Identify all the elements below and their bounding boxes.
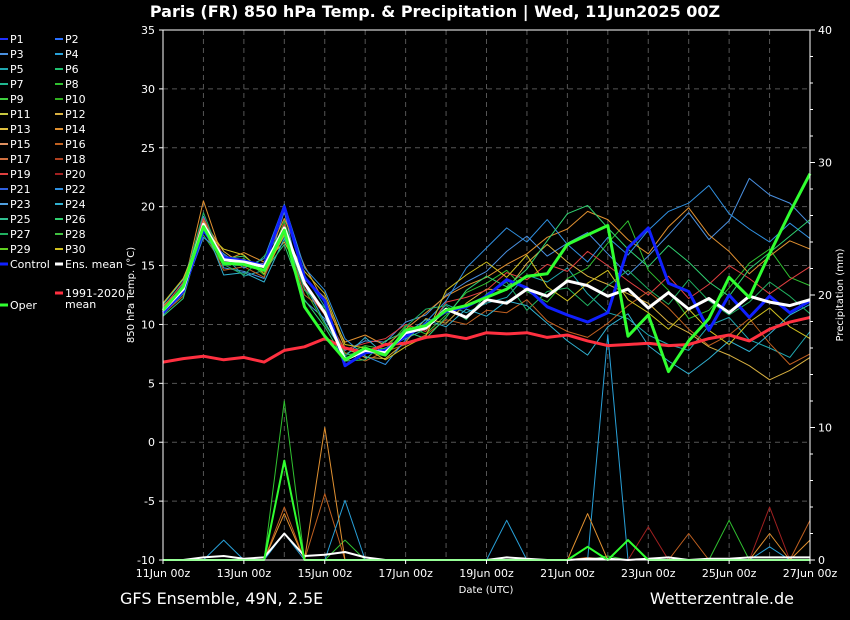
series-line-p24 [162,222,811,375]
legend-label: P22 [65,183,86,196]
legend: P1 P2 P3 P4 P5 P6 P7 P8 P9 P10 P11 P12 P13 P14 P15 P16 P… [0,33,125,312]
legend-label: P9 [10,93,24,106]
y-right-tick-label: 0 [818,554,825,567]
legend-label: P21 [10,183,31,196]
legend-label: P7 [10,78,24,91]
legend-label: P20 [65,168,86,181]
y-axis-right-label: Precipitation (mm) [835,248,846,341]
x-tick-label: 13Jun 00z [217,567,272,580]
x-tick-label: 19Jun 00z [459,567,514,580]
x-tick-label: 17Jun 00z [378,567,433,580]
source-model-label: GFS Ensemble, 49N, 2.5E [120,589,323,608]
legend-label: P17 [10,153,31,166]
y-left-tick-label: 20 [141,201,155,214]
legend-label: P6 [65,63,79,76]
chart-title: Paris (FR) 850 hPa Temp. & Precipitation… [150,2,720,22]
legend-label: P10 [65,93,86,106]
legend-label: P23 [10,198,31,211]
legend-label: Oper [10,299,37,312]
legend-label: P30 [65,243,86,256]
y-left-tick-label: 30 [141,83,155,96]
y-right-tick-label: 30 [818,157,832,170]
legend-label: P25 [10,213,31,226]
legend-label: Ens. mean [65,258,123,271]
x-axis: 11Jun 00z 13Jun 00z 15Jun 00z 17Jun 00z 19Ju… [136,560,838,580]
legend-label: P4 [65,48,79,61]
legend-label: 1991-2020 mean [65,287,125,311]
series-line-oper [161,173,812,374]
legend-label: P29 [10,243,31,256]
series-line-p22 [162,185,811,365]
legend-label: P1 [10,33,24,46]
legend-label: P12 [65,108,86,121]
legend-label: P18 [65,153,86,166]
x-tick-label: 27Jun 00z [783,567,838,580]
source-site-label: Wetterzentrale.de [650,589,794,608]
y-right-tick-label: 20 [818,289,832,302]
y-left-tick-label: 0 [148,436,155,449]
legend-label: P26 [65,213,86,226]
y-left-tick-label: -10 [137,554,155,567]
y-axis-left: 35 30 25 20 15 10 5 0 -5 -10 [137,24,163,567]
legend-label: P8 [65,78,79,91]
x-tick-label: 11Jun 00z [136,567,191,580]
legend-label: P2 [65,33,79,46]
y-axis-left-label: 850 hPa Temp. (°C) [126,247,137,343]
y-left-tick-label: 15 [141,260,155,273]
legend-label: P27 [10,228,31,241]
x-axis-label: Date (UTC) [459,585,514,596]
legend-label: Control [10,258,50,271]
y-left-tick-label: 10 [141,318,155,331]
x-tick-label: 21Jun 00z [540,567,595,580]
legend-label: P19 [10,168,31,181]
y-left-tick-label: 25 [141,142,155,155]
series-layer [161,173,812,561]
series-line-p30 [162,229,811,361]
legend-label: P28 [65,228,86,241]
y-right-tick-label: 10 [818,422,832,435]
legend-label: P5 [10,63,24,76]
y-left-tick-label: 5 [148,377,155,390]
legend-label: P16 [65,138,86,151]
legend-label: P13 [10,123,31,136]
legend-label: P14 [65,123,86,136]
legend-label: P3 [10,48,24,61]
series-line-p26 [162,205,811,362]
y-left-tick-label: -5 [144,495,155,508]
y-left-tick-label: 35 [141,24,155,37]
x-tick-label: 15Jun 00z [298,567,353,580]
y-right-tick-label: 40 [818,24,832,37]
y-axis-right: 40 30 20 10 0 [810,24,832,567]
legend-label: P11 [10,108,31,121]
legend-label: P15 [10,138,31,151]
legend-label: P24 [65,198,86,211]
x-tick-label: 25Jun 00z [702,567,757,580]
x-tick-label: 23Jun 00z [621,567,676,580]
series-line-1991-2020-mean [162,315,811,364]
